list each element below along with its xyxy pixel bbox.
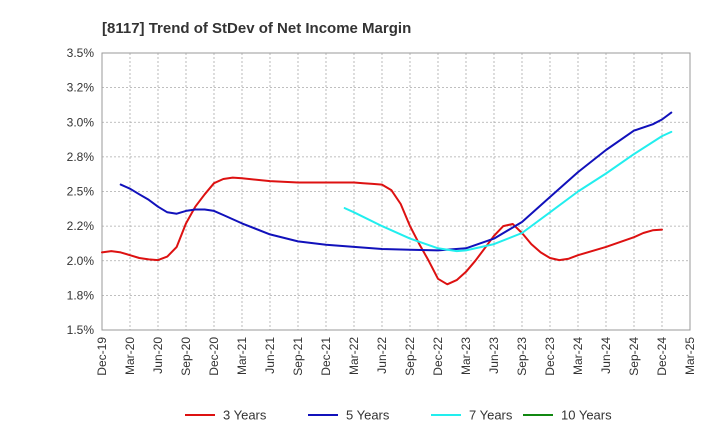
x-tick-label: Dec-19 [95, 337, 109, 376]
x-tick-label: Dec-21 [319, 337, 333, 376]
x-axis-ticks: Dec-19 Mar-20 Jun-20 Sep-20 Dec-20 Mar-21 Jun-… [95, 337, 697, 376]
y-tick-label: 1.5% [67, 323, 95, 337]
x-tick-label: Dec-22 [431, 337, 445, 376]
y-tick-label: 2.0% [67, 254, 95, 268]
x-tick-label: Dec-20 [207, 337, 221, 376]
x-tick-label: Jun-21 [263, 337, 277, 374]
series-line-7-years [343, 130, 673, 253]
x-tick-label: Dec-24 [655, 337, 669, 376]
y-tick-label: 3.5% [67, 46, 95, 60]
x-tick-label: Jun-24 [599, 337, 613, 374]
x-tick-label: Mar-21 [235, 337, 249, 375]
y-tick-label: 2.8% [67, 150, 95, 164]
series-line-3-years [101, 176, 663, 286]
y-tick-label: 3.2% [67, 81, 95, 95]
y-axis-ticks: 1.5% 1.8% 2.0% 2.2% 2.5% 2.8% 3.0% 3.2% 3.5% [67, 46, 95, 337]
x-tick-label: Sep-23 [515, 337, 529, 376]
x-tick-label: Jun-20 [151, 337, 165, 374]
y-tick-label: 1.8% [67, 288, 95, 302]
x-tick-label: Mar-24 [571, 337, 585, 375]
x-tick-label: Mar-23 [459, 337, 473, 375]
x-tick-label: Sep-21 [291, 337, 305, 376]
plot-area-border [101, 52, 691, 331]
legend-label-5-years: 5 Years [346, 408, 390, 423]
x-tick-label: Jun-23 [487, 337, 501, 374]
x-tick-label: Sep-20 [179, 337, 193, 376]
legend: 3 Years 5 Years 7 Years 10 Years [185, 408, 612, 423]
legend-label-3-years: 3 Years [223, 408, 267, 423]
chart-grid [101, 52, 691, 331]
x-tick-label: Mar-22 [347, 337, 361, 375]
legend-label-7-years: 7 Years [469, 408, 513, 423]
x-tick-label: Sep-24 [627, 337, 641, 376]
x-tick-label: Dec-23 [543, 337, 557, 376]
series-lines [101, 111, 673, 286]
x-tick-label: Sep-22 [403, 337, 417, 376]
chart-title: [8117] Trend of StDev of Net Income Marg… [102, 20, 411, 37]
x-tick-label: Mar-20 [123, 337, 137, 375]
y-tick-label: 2.2% [67, 219, 95, 233]
y-tick-label: 3.0% [67, 115, 95, 129]
series-line-5-years [119, 111, 673, 252]
x-tick-label: Jun-22 [375, 337, 389, 374]
legend-label-10-years: 10 Years [561, 408, 612, 423]
y-tick-label: 2.5% [67, 185, 95, 199]
x-tick-label: Mar-25 [683, 337, 697, 375]
